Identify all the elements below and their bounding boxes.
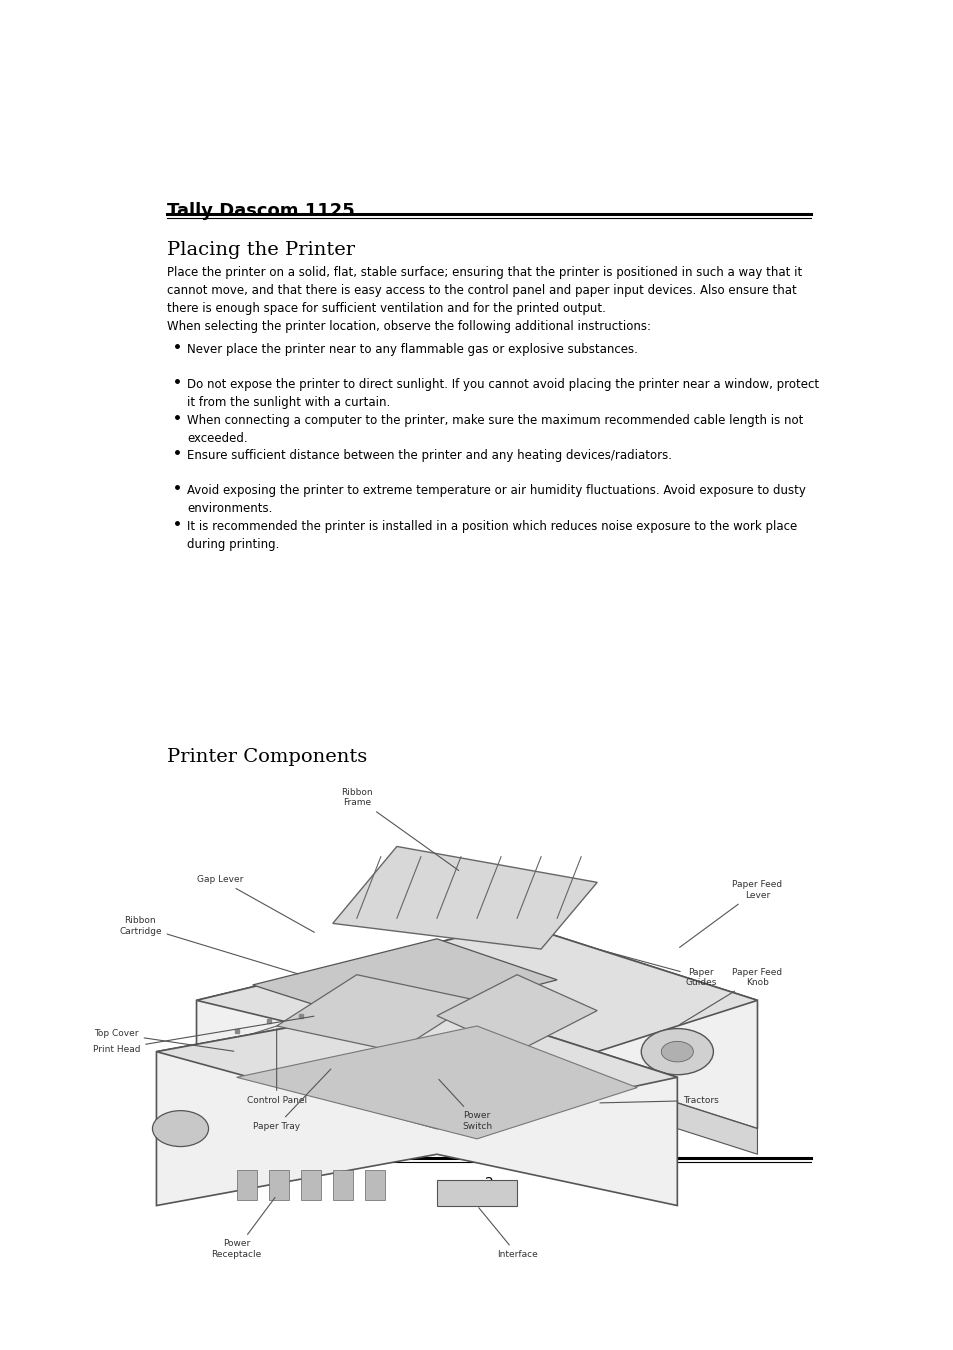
Text: When selecting the printer location, observe the following additional instructio: When selecting the printer location, obs… <box>167 320 651 333</box>
Text: Ribbon
Cartridge: Ribbon Cartridge <box>119 917 297 973</box>
Polygon shape <box>156 1000 677 1129</box>
Polygon shape <box>333 846 597 949</box>
Text: Power
Switch: Power Switch <box>438 1080 492 1130</box>
Bar <box>236 1169 256 1200</box>
Polygon shape <box>196 1000 356 1088</box>
Text: 2: 2 <box>484 1176 493 1189</box>
Text: Top Cover: Top Cover <box>94 1029 233 1052</box>
Text: Paper
Guides: Paper Guides <box>599 950 717 987</box>
Text: Tally Dascom 1125: Tally Dascom 1125 <box>167 201 355 220</box>
Bar <box>436 1180 517 1206</box>
Circle shape <box>660 1041 693 1062</box>
Text: Ensure sufficient distance between the printer and any heating devices/radiators: Ensure sufficient distance between the p… <box>187 450 672 462</box>
Polygon shape <box>253 938 557 1026</box>
Polygon shape <box>436 975 597 1052</box>
Text: Gap Lever: Gap Lever <box>197 875 314 933</box>
Polygon shape <box>196 923 757 1077</box>
Text: Avoid exposing the printer to extreme temperature or air humidity fluctuations. : Avoid exposing the printer to extreme te… <box>187 485 805 516</box>
Text: Ribbon
Frame: Ribbon Frame <box>340 788 458 871</box>
Text: Tractors: Tractors <box>599 1096 719 1104</box>
Text: Place the printer on a solid, flat, stable surface; ensuring that the printer is: Place the printer on a solid, flat, stab… <box>167 266 801 315</box>
Polygon shape <box>236 1026 637 1139</box>
Bar <box>269 1169 289 1200</box>
Circle shape <box>152 1111 209 1146</box>
Circle shape <box>640 1029 713 1075</box>
Text: Print Head: Print Head <box>92 1017 314 1053</box>
Text: Paper Feed
Knob: Paper Feed Knob <box>679 968 781 1025</box>
Text: Paper Tray: Paper Tray <box>253 1069 331 1130</box>
Text: Control Panel: Control Panel <box>246 1029 307 1104</box>
Text: Printer Components: Printer Components <box>167 748 367 767</box>
Text: It is recommended the printer is installed in a position which reduces noise exp: It is recommended the printer is install… <box>187 520 797 551</box>
Text: Power
Receptacle: Power Receptacle <box>212 1197 274 1258</box>
Polygon shape <box>276 975 476 1052</box>
Polygon shape <box>156 1000 677 1206</box>
Text: When connecting a computer to the printer, make sure the maximum recommended cab: When connecting a computer to the printe… <box>187 413 802 444</box>
Text: Placing the Printer: Placing the Printer <box>167 242 355 259</box>
Polygon shape <box>196 1052 757 1154</box>
Text: Interface: Interface <box>478 1208 537 1258</box>
Polygon shape <box>196 923 757 1129</box>
Text: Never place the printer near to any flammable gas or explosive substances.: Never place the printer near to any flam… <box>187 343 638 356</box>
Bar <box>364 1169 384 1200</box>
Bar <box>333 1169 353 1200</box>
Polygon shape <box>196 1052 517 1165</box>
Text: Paper Feed
Lever: Paper Feed Lever <box>679 880 781 948</box>
Bar <box>300 1169 320 1200</box>
Text: Do not expose the printer to direct sunlight. If you cannot avoid placing the pr: Do not expose the printer to direct sunl… <box>187 378 819 409</box>
